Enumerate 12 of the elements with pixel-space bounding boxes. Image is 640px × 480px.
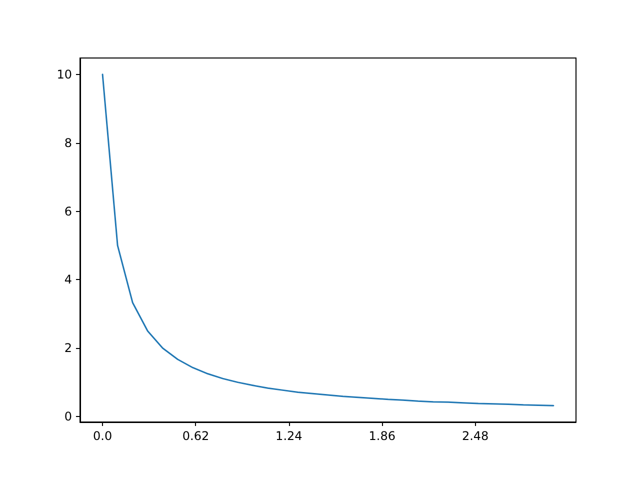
x-tick-label: 1.24 <box>276 429 302 443</box>
x-tick-label: 0.0 <box>93 429 112 443</box>
y-tick-label: 8 <box>64 136 72 150</box>
y-tick-label: 4 <box>64 272 72 287</box>
y-tick-label: 6 <box>64 204 72 218</box>
x-tick-label: 1.86 <box>368 429 396 443</box>
x-tick-label: 2.48 <box>462 429 489 443</box>
y-tick-label: 10 <box>56 67 72 82</box>
y-tick-label: 0 <box>64 410 72 424</box>
line-series <box>102 74 554 406</box>
x-tick-label: 0.62 <box>182 429 210 443</box>
y-tick-label: 2 <box>64 341 72 356</box>
